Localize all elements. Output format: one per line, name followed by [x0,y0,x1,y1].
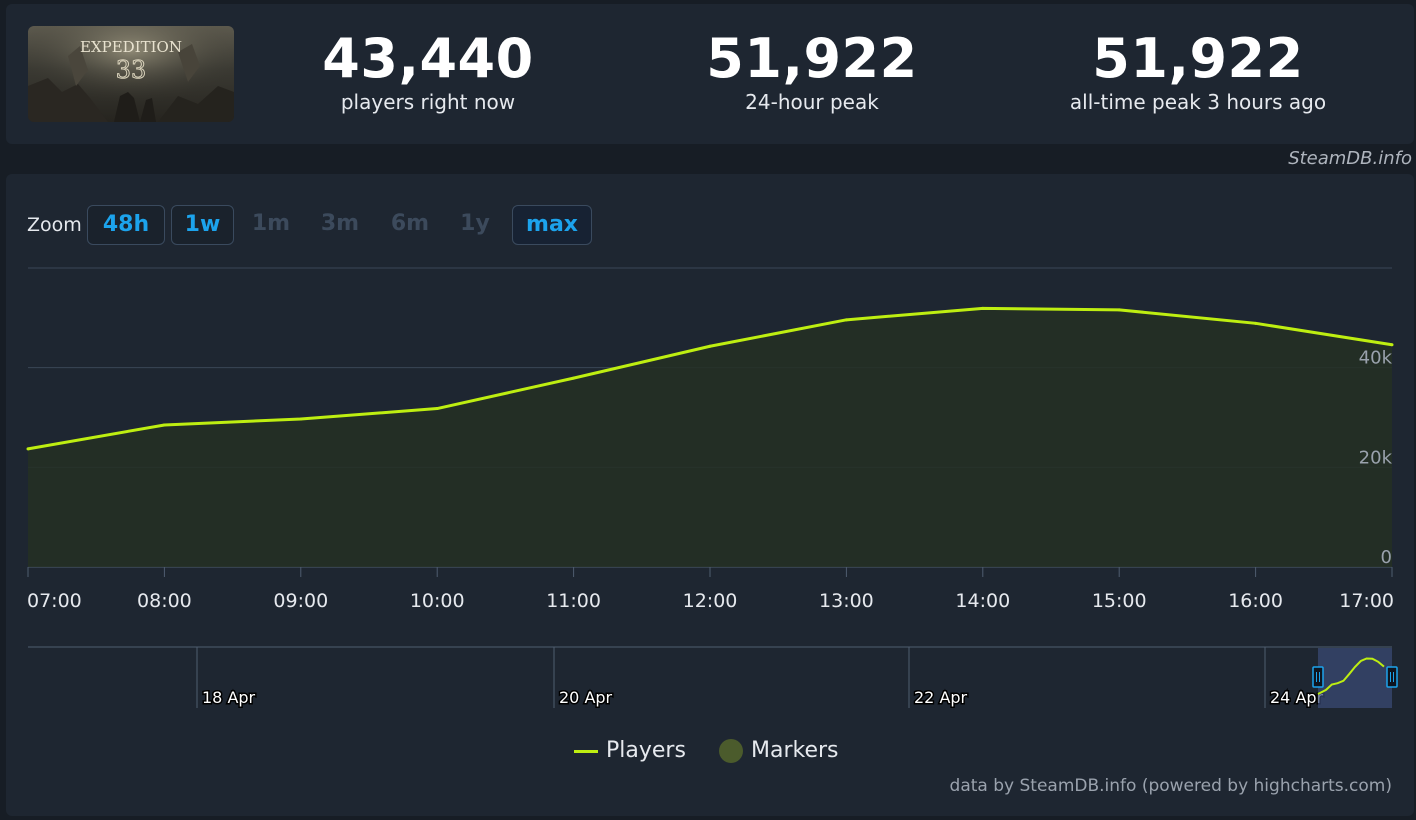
players-data-point [299,417,303,421]
x-axis-tick-label: 07:00 [27,590,82,612]
markers-legend-swatch [719,739,743,763]
zoom-1y-button[interactable]: 1y [460,211,490,236]
player-chart-panel: Zoom 48h 1w 1m 3m 6m 1y max 0 20k 40k 07:0… [6,174,1414,816]
legend-item-markers[interactable]: Markers [751,738,839,763]
zoom-max-button[interactable]: max [512,205,592,245]
y-axis-tick-label: 0 [1381,547,1392,568]
players-data-point [572,376,576,380]
navigator-selection [1318,648,1392,708]
x-axis-tick-label: 11:00 [546,590,601,612]
players-data-point [708,344,712,348]
all-time-peak-label[interactable]: all-time peak 3 hours ago [1069,90,1327,114]
players-data-point [844,318,848,322]
y-axis-tick-label: 40k [1359,348,1393,369]
steamdb-credit-link[interactable]: SteamDB.info [1288,148,1412,169]
zoom-3m-button[interactable]: 3m [320,211,360,236]
navigator-left-handle[interactable] [1312,666,1324,688]
navigator-date-label: 22 Apr [914,688,968,707]
24h-peak-label: 24-hour peak [745,90,879,114]
current-players-label: players right now [340,90,516,114]
handle-grip-box [1386,666,1398,688]
navigator-date-label: 18 Apr [202,688,256,707]
players-legend-swatch [574,750,598,753]
game-cover-art: EXPEDITION 33 [28,26,234,122]
stats-header: EXPEDITION 33 43,440 players right now 5… [6,4,1414,144]
navigator-right-handle[interactable] [1386,666,1398,688]
stat-24h-peak: 51,922 24-hour peak [622,27,1002,115]
handle-grip-box [1312,666,1324,688]
navigator-date-label: 24 Apr [1270,688,1324,707]
navigator-date-label: 20 Apr [559,688,613,707]
x-axis-tick-label: 14:00 [955,590,1010,612]
game-cover-image[interactable]: EXPEDITION 33 [28,26,234,122]
zoom-6m-button[interactable]: 6m [390,211,430,236]
legend-item-players[interactable]: Players [606,738,686,763]
current-players-value: 43,440 [322,27,534,90]
zoom-1w-button[interactable]: 1w [171,205,234,245]
y-axis-tick-label: 20k [1359,447,1393,468]
zoom-1m-button[interactable]: 1m [251,211,291,236]
x-axis-tick-label: 08:00 [137,590,192,612]
players-data-point [1254,321,1258,325]
cover-logo-text: EXPEDITION [80,38,182,56]
player-count-chart[interactable]: 0 20k 40k 07:00 08:00 09:00 10:00 11:00 12:00 13… [6,174,1414,734]
players-data-point [26,447,30,451]
x-axis-tick-label: 16:00 [1228,590,1283,612]
x-axis-tick-label: 15:00 [1092,590,1147,612]
x-axis-tick-label: 10:00 [410,590,465,612]
24h-peak-value: 51,922 [706,27,918,90]
x-axis-tick-label: 09:00 [273,590,328,612]
players-data-point [1117,308,1121,312]
cover-logo-number: 33 [116,56,147,84]
players-data-point [981,306,985,310]
players-area-fill [28,308,1392,567]
players-data-point [435,407,439,411]
highcharts-credit-link[interactable]: data by SteamDB.info (powered by highcha… [949,776,1392,796]
x-axis-tick-label: 17:00 [1339,590,1394,612]
players-data-point [1390,343,1394,347]
stat-current-players: 43,440 players right now [238,27,618,115]
x-axis-tick-label: 12:00 [683,590,738,612]
zoom-label: Zoom [27,214,82,236]
navigator-mini-series [1317,657,1385,695]
chart-legend: Players Markers [6,736,1414,766]
stat-all-time-peak: 51,922 all-time peak 3 hours ago [1008,27,1388,115]
players-data-point [162,423,166,427]
zoom-48h-button[interactable]: 48h [87,205,165,245]
all-time-peak-value: 51,922 [1092,27,1304,90]
x-axis-tick-label: 13:00 [819,590,874,612]
